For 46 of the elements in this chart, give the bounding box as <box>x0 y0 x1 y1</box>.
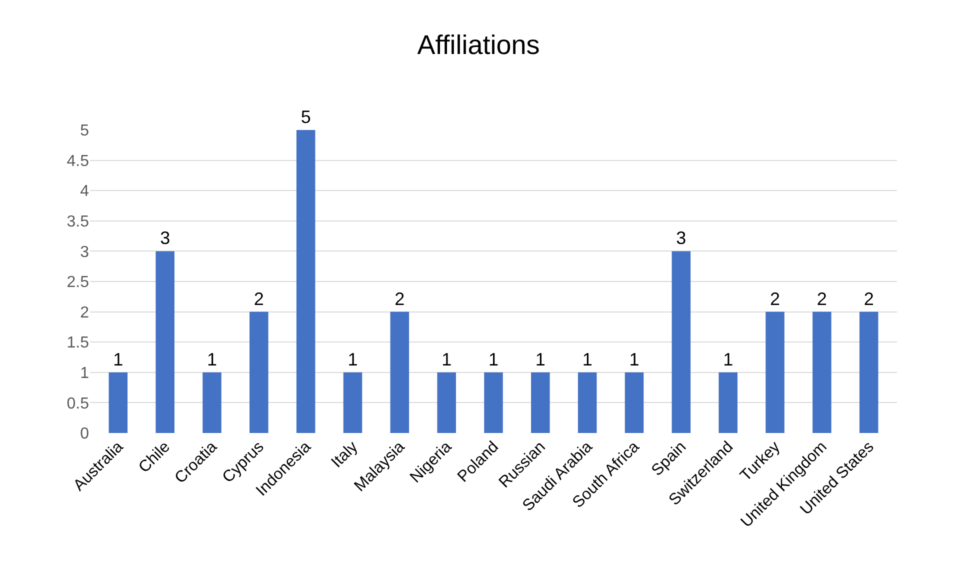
data-label: 1 <box>442 349 452 370</box>
bar <box>250 312 268 433</box>
bar <box>343 372 362 433</box>
chart-title: Affiliations <box>417 30 540 60</box>
y-tick-label: 1.5 <box>66 334 90 352</box>
data-label: 2 <box>394 288 405 309</box>
data-label: 3 <box>676 228 686 248</box>
data-label: 1 <box>723 349 734 370</box>
data-label: 2 <box>254 288 264 309</box>
bar <box>296 130 316 433</box>
data-label: 1 <box>629 349 640 370</box>
y-tick-label: 0 <box>80 426 90 443</box>
bar <box>437 372 456 433</box>
bar <box>202 372 222 433</box>
data-label: 1 <box>113 349 124 370</box>
bar <box>766 312 784 433</box>
y-tick-label: 0.5 <box>66 395 90 412</box>
y-tick-label: 3 <box>80 244 90 261</box>
bar <box>578 372 597 433</box>
bar <box>484 372 503 433</box>
y-tick-label: 4 <box>80 183 90 200</box>
bar <box>859 312 878 433</box>
data-label: 1 <box>348 349 358 370</box>
data-label: 2 <box>864 288 874 309</box>
data-label: 1 <box>582 349 592 370</box>
data-label: 2 <box>770 288 780 309</box>
y-tick-label: 1 <box>80 365 90 382</box>
data-label: 1 <box>206 349 217 370</box>
data-label: 1 <box>488 349 499 370</box>
data-label: 2 <box>816 288 827 309</box>
y-tick-label: 2 <box>80 304 90 322</box>
bar <box>718 372 738 433</box>
bar <box>624 372 644 433</box>
bar <box>390 312 410 433</box>
bar <box>812 312 832 433</box>
y-tick-label: 2.5 <box>66 274 90 292</box>
bar <box>156 251 174 433</box>
data-label: 5 <box>300 107 311 127</box>
data-label: 1 <box>535 349 546 370</box>
y-tick-label: 5 <box>80 122 90 140</box>
bar <box>672 251 691 433</box>
y-tick-label: 3.5 <box>66 214 90 230</box>
bar <box>108 372 128 433</box>
y-tick-label: 4.5 <box>66 152 90 170</box>
data-label: 3 <box>160 228 170 248</box>
bar <box>531 372 550 433</box>
